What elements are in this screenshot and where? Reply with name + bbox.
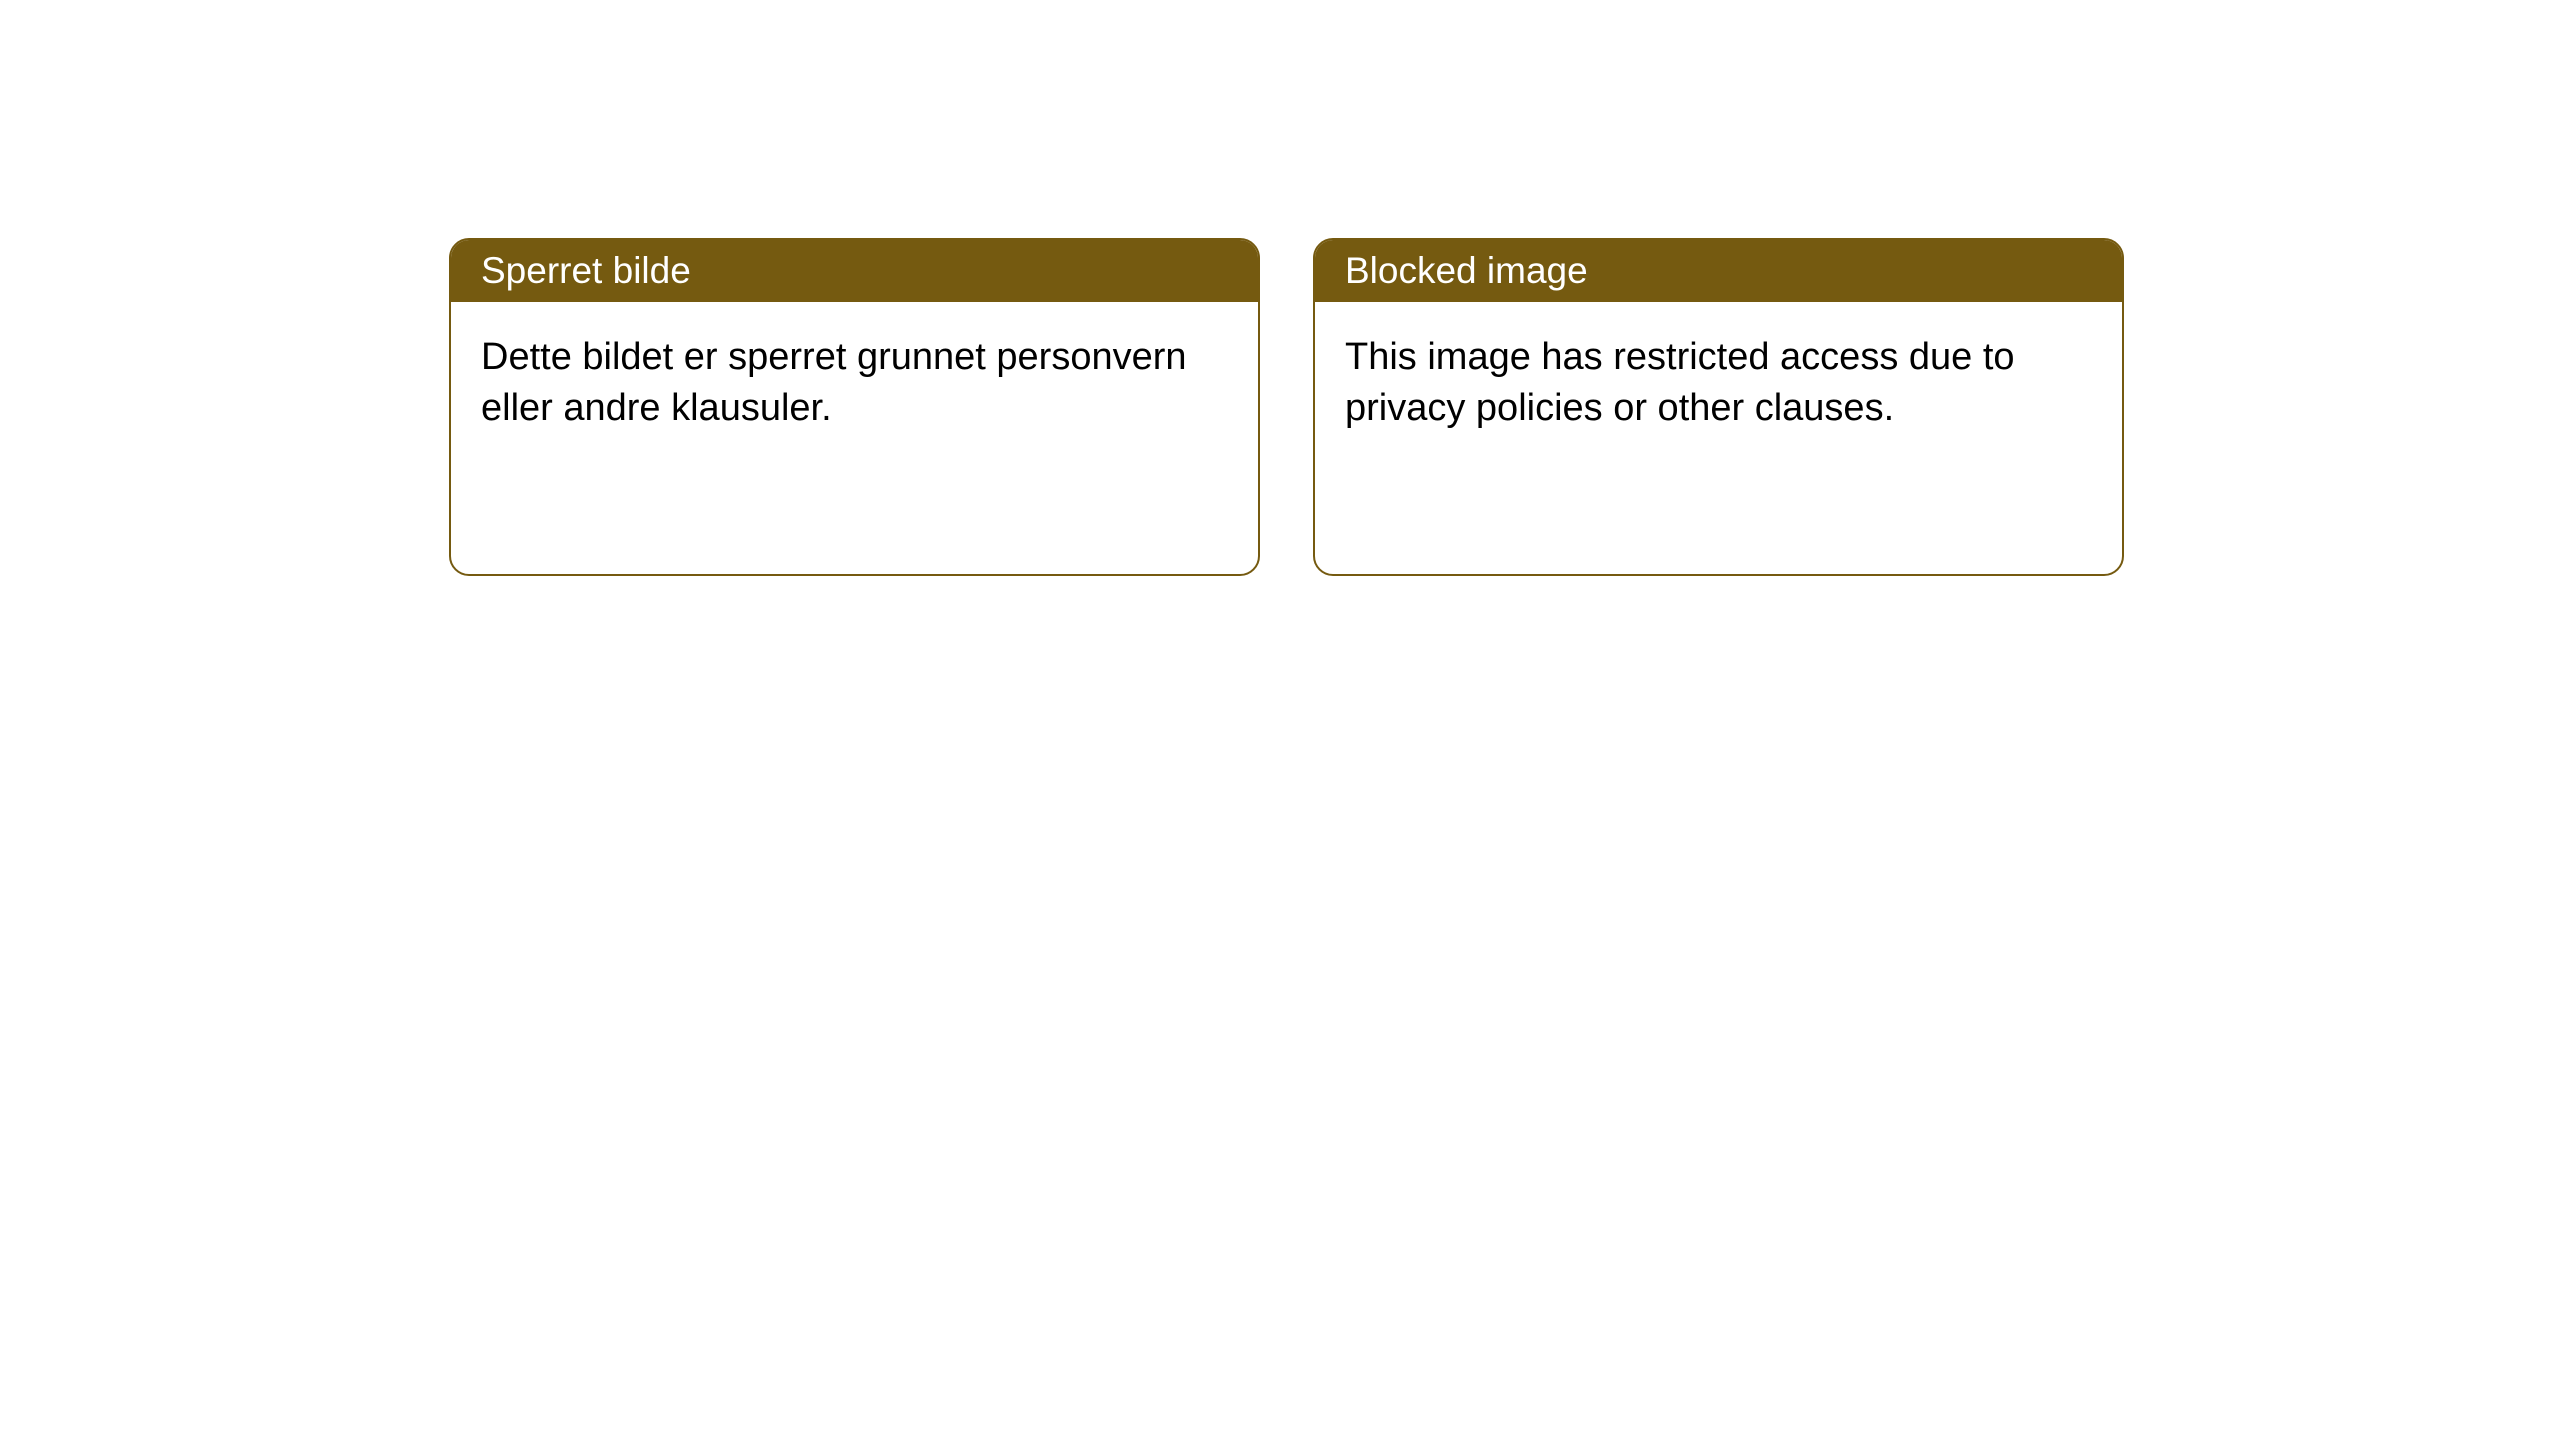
card-header-english: Blocked image: [1315, 240, 2122, 302]
card-body-text-norwegian: Dette bildet er sperret grunnet personve…: [481, 332, 1228, 435]
card-header-norwegian: Sperret bilde: [451, 240, 1258, 302]
blocked-image-card-english: Blocked image This image has restricted …: [1313, 238, 2124, 576]
card-title-norwegian: Sperret bilde: [481, 250, 691, 292]
notice-cards-container: Sperret bilde Dette bildet er sperret gr…: [449, 238, 2124, 576]
card-body-text-english: This image has restricted access due to …: [1345, 332, 2092, 435]
card-body-norwegian: Dette bildet er sperret grunnet personve…: [451, 302, 1258, 465]
card-body-english: This image has restricted access due to …: [1315, 302, 2122, 465]
card-title-english: Blocked image: [1345, 250, 1588, 292]
blocked-image-card-norwegian: Sperret bilde Dette bildet er sperret gr…: [449, 238, 1260, 576]
